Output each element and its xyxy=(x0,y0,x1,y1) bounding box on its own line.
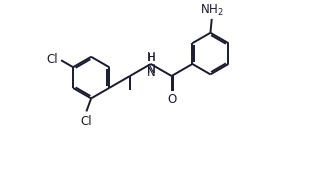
Text: NH$_2$: NH$_2$ xyxy=(200,2,224,18)
Text: Cl: Cl xyxy=(81,115,92,128)
Text: Cl: Cl xyxy=(47,53,59,66)
Text: H
N: H N xyxy=(146,52,155,76)
Text: O: O xyxy=(167,93,176,106)
Text: N: N xyxy=(147,66,156,79)
Text: H: H xyxy=(148,53,155,63)
